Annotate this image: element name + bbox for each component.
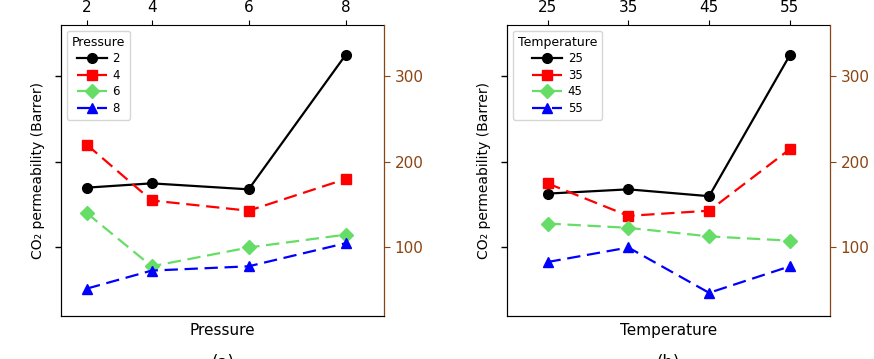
35 <box>704 209 714 213</box>
Line: 8: 8 <box>82 238 350 293</box>
4 <box>82 143 93 147</box>
45 <box>623 226 634 230</box>
4 <box>147 198 157 202</box>
45 <box>785 238 795 243</box>
Line: 45: 45 <box>543 219 794 246</box>
25 <box>542 191 552 196</box>
8 <box>340 241 350 246</box>
2 <box>243 187 253 191</box>
35 <box>623 214 634 218</box>
Text: (a): (a) <box>212 354 234 359</box>
2 <box>340 53 350 57</box>
2 <box>147 181 157 186</box>
Line: 4: 4 <box>82 140 350 216</box>
55 <box>542 260 552 264</box>
4 <box>340 177 350 181</box>
35 <box>785 147 795 151</box>
45 <box>704 234 714 238</box>
55 <box>623 245 634 250</box>
55 <box>704 291 714 295</box>
2 <box>82 186 93 190</box>
55 <box>785 264 795 269</box>
Line: 6: 6 <box>82 209 350 271</box>
25 <box>623 187 634 191</box>
8 <box>82 286 93 291</box>
X-axis label: Temperature: Temperature <box>620 323 718 338</box>
8 <box>243 264 253 269</box>
Line: 25: 25 <box>543 50 794 201</box>
Legend: 25, 35, 45, 55: 25, 35, 45, 55 <box>513 31 602 120</box>
6 <box>147 264 157 269</box>
4 <box>243 209 253 213</box>
Line: 55: 55 <box>543 243 794 298</box>
25 <box>785 53 795 57</box>
Y-axis label: CO₂ permeability (Barrer): CO₂ permeability (Barrer) <box>31 82 45 259</box>
X-axis label: Pressure: Pressure <box>190 323 255 338</box>
25 <box>704 194 714 198</box>
Line: 35: 35 <box>543 144 794 221</box>
8 <box>147 269 157 273</box>
6 <box>340 233 350 237</box>
6 <box>82 211 93 215</box>
Text: (b): (b) <box>657 354 680 359</box>
35 <box>542 181 552 186</box>
45 <box>542 222 552 226</box>
Y-axis label: CO₂ permeability (Barrer): CO₂ permeability (Barrer) <box>477 82 491 259</box>
Legend: 2, 4, 6, 8: 2, 4, 6, 8 <box>67 31 130 120</box>
Line: 2: 2 <box>82 50 350 194</box>
6 <box>243 245 253 250</box>
